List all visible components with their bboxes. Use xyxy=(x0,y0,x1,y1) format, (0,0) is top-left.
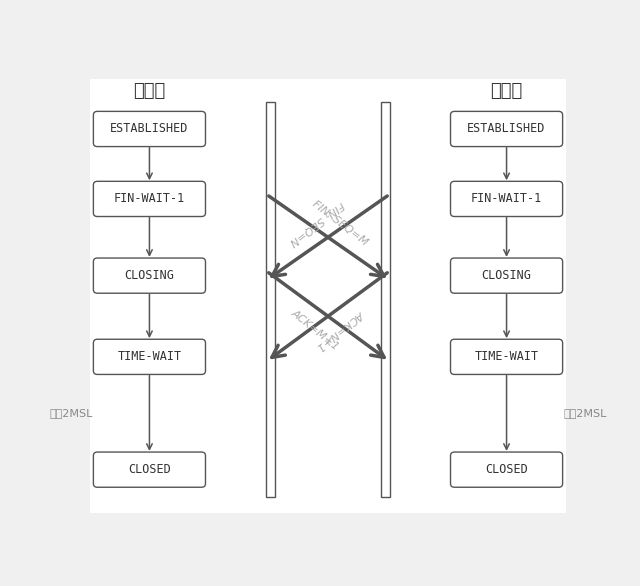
Text: ESTABLISHED: ESTABLISHED xyxy=(110,122,189,135)
Text: FIN-WAIT-1: FIN-WAIT-1 xyxy=(471,192,542,206)
Text: TIME-WAIT: TIME-WAIT xyxy=(117,350,182,363)
FancyBboxPatch shape xyxy=(451,452,563,487)
Text: FIN-WAIT-1: FIN-WAIT-1 xyxy=(114,192,185,206)
Text: 等待2MSL: 等待2MSL xyxy=(564,408,607,418)
Text: 服务端: 服务端 xyxy=(490,81,523,100)
FancyBboxPatch shape xyxy=(266,102,275,497)
Text: ACK=M+1: ACK=M+1 xyxy=(290,308,341,352)
Text: FIN, SEQ=N: FIN, SEQ=N xyxy=(287,199,345,247)
FancyBboxPatch shape xyxy=(90,79,566,513)
FancyBboxPatch shape xyxy=(451,258,563,293)
FancyBboxPatch shape xyxy=(451,339,563,374)
Text: CLOSED: CLOSED xyxy=(485,463,528,476)
Text: FIN, SEQ=M: FIN, SEQ=M xyxy=(310,199,370,247)
FancyBboxPatch shape xyxy=(381,102,390,497)
Text: ESTABLISHED: ESTABLISHED xyxy=(467,122,546,135)
Text: CLOSING: CLOSING xyxy=(482,269,531,282)
FancyBboxPatch shape xyxy=(93,452,205,487)
Text: CLOSED: CLOSED xyxy=(128,463,171,476)
Text: 等待2MSL: 等待2MSL xyxy=(49,408,92,418)
FancyBboxPatch shape xyxy=(93,339,205,374)
FancyBboxPatch shape xyxy=(451,111,563,146)
Text: 客户端: 客户端 xyxy=(133,81,166,100)
FancyBboxPatch shape xyxy=(451,181,563,216)
Text: CLOSING: CLOSING xyxy=(125,269,174,282)
Text: ACK=N+1: ACK=N+1 xyxy=(315,309,365,352)
Text: TIME-WAIT: TIME-WAIT xyxy=(474,350,539,363)
FancyBboxPatch shape xyxy=(93,258,205,293)
FancyBboxPatch shape xyxy=(93,181,205,216)
FancyBboxPatch shape xyxy=(93,111,205,146)
